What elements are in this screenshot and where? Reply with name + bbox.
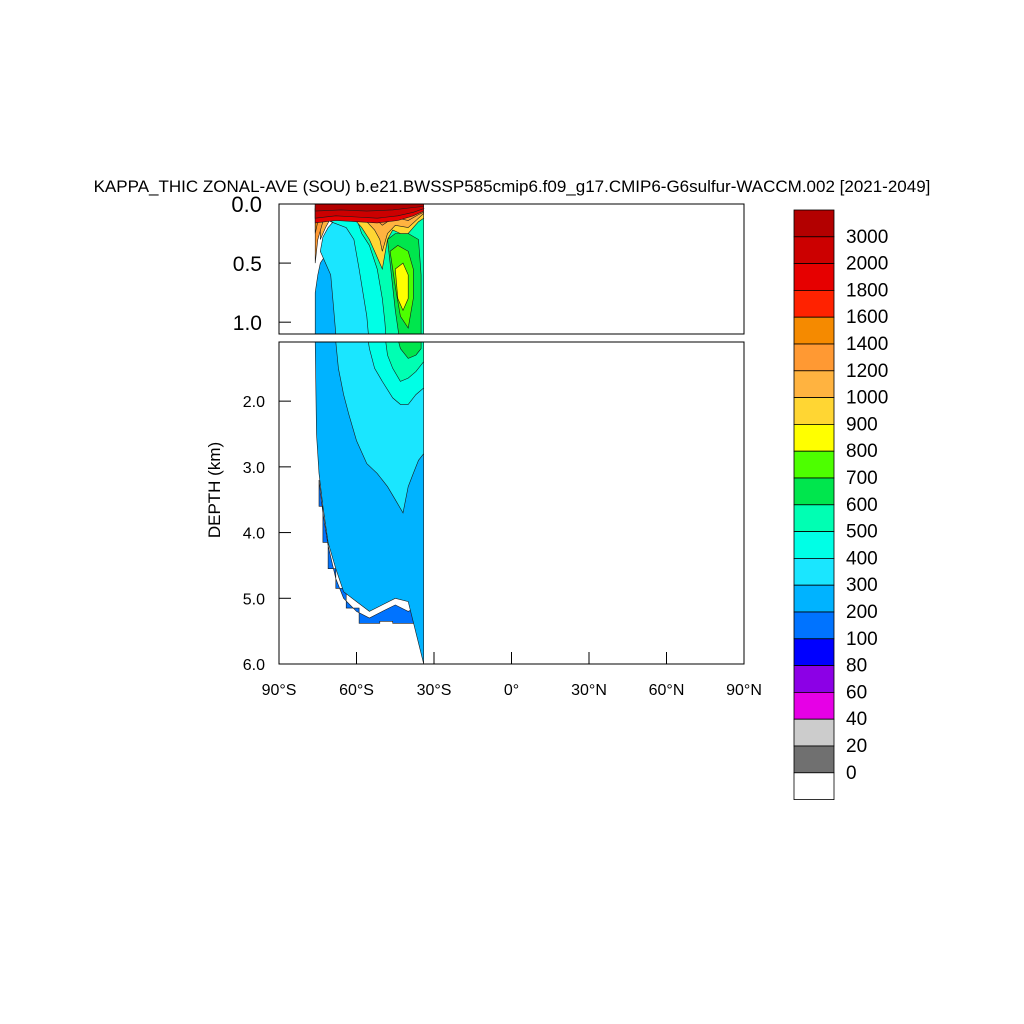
- colorbar-label: 500: [846, 522, 878, 543]
- x-tick-label: 60°N: [649, 682, 685, 699]
- colorbar-swatch: [793, 343, 835, 372]
- colorbar-swatch: [793, 450, 835, 479]
- y-tick-label: 0.5: [233, 253, 262, 276]
- colorbar-swatch: [793, 397, 835, 425]
- colorbar: 3000200018001600140012001000900800700600…: [793, 209, 888, 800]
- region-700: [398, 342, 422, 359]
- colorbar-swatch: [793, 531, 835, 559]
- colorbar-swatch: [793, 745, 835, 774]
- colorbar-swatch: [793, 665, 835, 693]
- region-900: [394, 262, 409, 312]
- colorbar-label: 40: [846, 709, 867, 730]
- x-tick-label: 0°: [504, 682, 519, 699]
- y-tick-label: 0.0: [231, 192, 262, 217]
- colorbar-label: 400: [846, 548, 878, 569]
- colorbar-label: 300: [846, 575, 878, 596]
- colorbar-swatch: [793, 692, 835, 720]
- colorbar-swatch: [793, 263, 835, 291]
- colorbar-swatch: [793, 477, 835, 506]
- colorbar-label: 800: [846, 441, 878, 462]
- colorbar-label: 1400: [846, 334, 888, 355]
- y-tick-label: 4.0: [243, 526, 265, 543]
- colorbar-label: 3000: [846, 227, 888, 248]
- lower-depth-panel: [314, 342, 425, 664]
- x-tick-label: 30°N: [571, 682, 607, 699]
- colorbar-swatch: [793, 370, 835, 398]
- colorbar-label: 600: [846, 495, 878, 516]
- colorbar-swatch: [793, 611, 835, 640]
- colorbar-swatch: [793, 558, 835, 586]
- colorbar-label: 60: [846, 682, 867, 703]
- colorbar-label: 200: [846, 602, 878, 623]
- y-tick-label: 6.0: [243, 657, 265, 674]
- colorbar-swatch: [793, 236, 835, 265]
- colorbar-label: 2000: [846, 254, 888, 275]
- colorbar-swatch: [793, 423, 835, 452]
- y-axis-label: DEPTH (km): [205, 442, 224, 538]
- upper-depth-panel: [314, 204, 425, 334]
- colorbar-label: 1000: [846, 388, 888, 409]
- colorbar-label: 1600: [846, 307, 888, 328]
- x-tick-label: 90°S: [262, 682, 297, 699]
- colorbar-swatch: [793, 209, 835, 238]
- colorbar-label: 1800: [846, 280, 888, 301]
- colorbar-label: 0: [846, 763, 857, 784]
- x-tick-label: 30°S: [417, 682, 452, 699]
- colorbar-swatch: [793, 289, 835, 318]
- colorbar-label: 900: [846, 414, 878, 435]
- chart-title: KAPPA_THIC ZONAL-AVE (SOU) b.e21.BWSSP58…: [94, 177, 931, 196]
- colorbar-swatch: [793, 638, 835, 666]
- colorbar-label: 20: [846, 736, 867, 757]
- colorbar-label: 1200: [846, 361, 888, 382]
- colorbar-label: 100: [846, 629, 878, 650]
- y-tick-label: 3.0: [243, 460, 265, 477]
- y-tick-label: 5.0: [243, 591, 265, 608]
- y-tick-label: 2.0: [243, 394, 265, 411]
- upper-panel-frame: [278, 203, 745, 335]
- colorbar-swatch: [793, 504, 835, 532]
- colorbar-swatch: [793, 772, 835, 800]
- colorbar-label: 80: [846, 656, 867, 677]
- colorbar-swatch: [793, 584, 835, 613]
- region-above-3000: [314, 204, 425, 212]
- x-tick-label: 60°S: [339, 682, 374, 699]
- colorbar-swatch: [793, 316, 835, 345]
- axes-ticks: 90°S 60°S 30°S 0° 30°N 60°N 90°N 0.0 0.5 1.0 2.0 3.…: [231, 192, 761, 699]
- colorbar-label: 700: [846, 468, 878, 489]
- y-tick-label: 1.0: [233, 312, 262, 335]
- x-tick-label: 90°N: [726, 682, 762, 699]
- colorbar-swatch: [793, 718, 835, 747]
